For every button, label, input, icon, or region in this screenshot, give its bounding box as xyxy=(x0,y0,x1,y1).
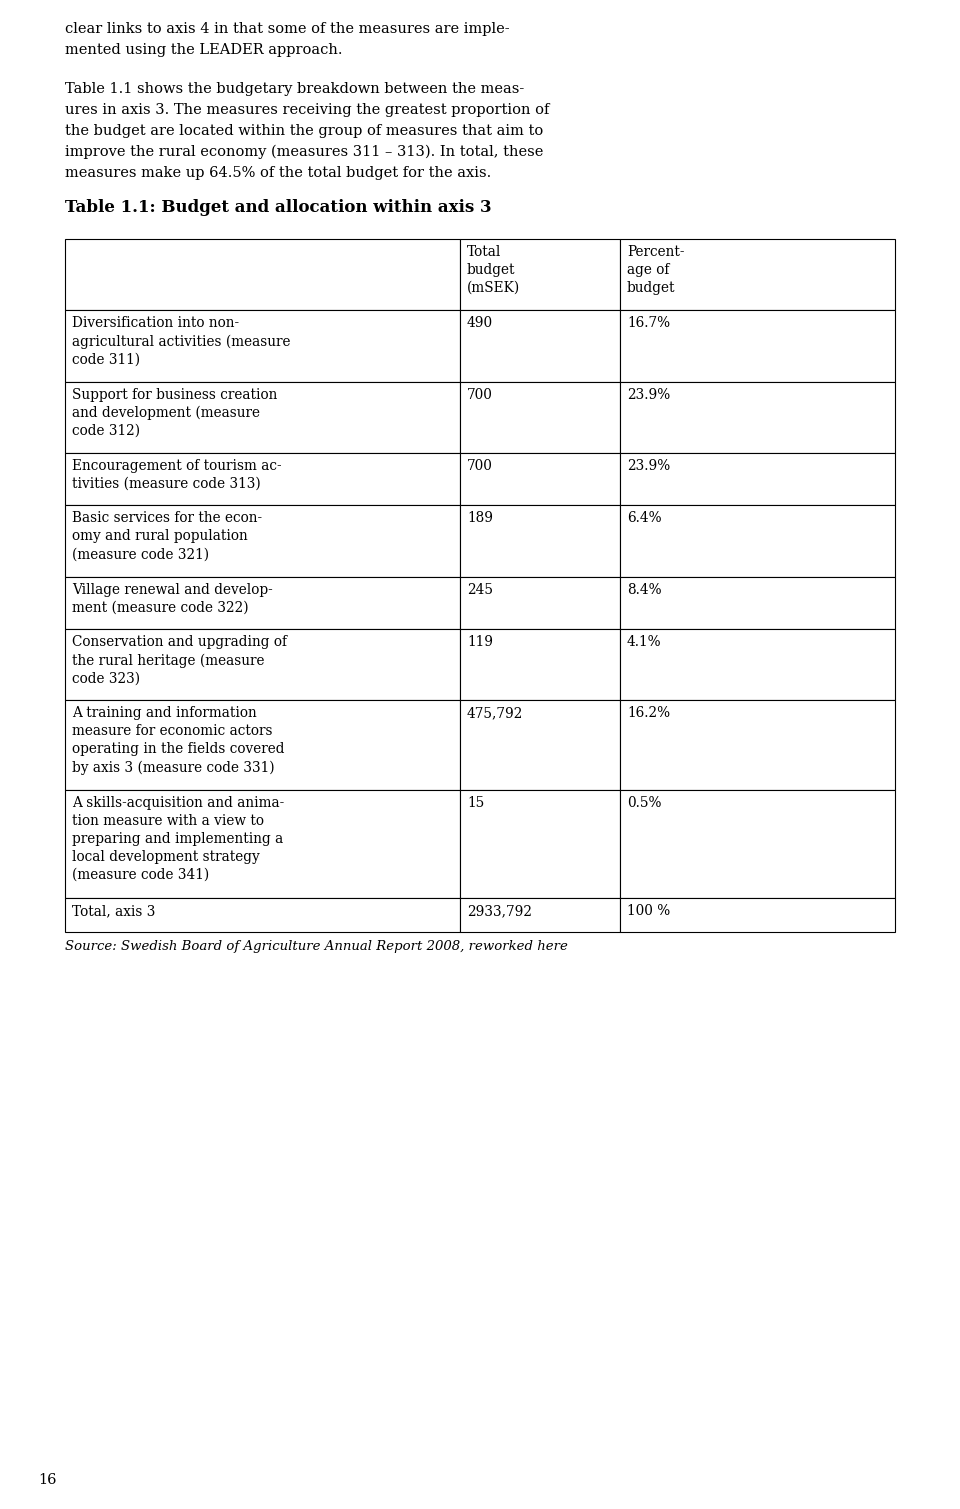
Text: 189: 189 xyxy=(467,512,493,525)
Text: ures in axis 3. The measures receiving the greatest proportion of: ures in axis 3. The measures receiving t… xyxy=(65,103,549,116)
Bar xyxy=(620,700,895,791)
Text: A training and information
measure for economic actors
operating in the fields c: A training and information measure for e… xyxy=(72,706,284,774)
Bar xyxy=(460,240,620,311)
Bar xyxy=(65,506,460,576)
Text: Percent-
age of
budget: Percent- age of budget xyxy=(627,246,684,296)
Text: improve the rural economy (measures 311 – 313). In total, these: improve the rural economy (measures 311 … xyxy=(65,145,543,160)
Bar xyxy=(620,453,895,506)
Text: 2933,792: 2933,792 xyxy=(467,904,532,917)
Text: Table 1.1 shows the budgetary breakdown between the meas-: Table 1.1 shows the budgetary breakdown … xyxy=(65,81,524,97)
Bar xyxy=(65,453,460,506)
Text: 23.9%: 23.9% xyxy=(627,388,670,401)
Text: 23.9%: 23.9% xyxy=(627,459,670,472)
Bar xyxy=(620,898,895,933)
Text: 4.1%: 4.1% xyxy=(627,635,661,649)
Text: measures make up 64.5% of the total budget for the axis.: measures make up 64.5% of the total budg… xyxy=(65,166,492,180)
Text: Diversification into non-
agricultural activities (measure
code 311): Diversification into non- agricultural a… xyxy=(72,317,291,367)
Bar xyxy=(460,506,620,576)
Bar xyxy=(65,629,460,700)
Text: 16.7%: 16.7% xyxy=(627,317,670,330)
Text: Table 1.1: Budget and allocation within axis 3: Table 1.1: Budget and allocation within … xyxy=(65,199,492,216)
Text: Total
budget
(mSEK): Total budget (mSEK) xyxy=(467,246,520,296)
Bar xyxy=(620,240,895,311)
Bar xyxy=(65,791,460,898)
Bar xyxy=(460,700,620,791)
Text: Encouragement of tourism ac-
tivities (measure code 313): Encouragement of tourism ac- tivities (m… xyxy=(72,459,281,490)
Text: Source: Swedish Board of Agriculture Annual Report 2008, reworked here: Source: Swedish Board of Agriculture Ann… xyxy=(65,940,568,954)
Text: 700: 700 xyxy=(467,388,492,401)
Bar xyxy=(620,382,895,453)
Bar xyxy=(65,576,460,629)
Text: 475,792: 475,792 xyxy=(467,706,523,720)
Text: 119: 119 xyxy=(467,635,493,649)
Text: 100 %: 100 % xyxy=(627,904,670,917)
Text: 8.4%: 8.4% xyxy=(627,582,661,596)
Bar xyxy=(460,629,620,700)
Bar xyxy=(620,576,895,629)
Text: Support for business creation
and development (measure
code 312): Support for business creation and develo… xyxy=(72,388,277,438)
Text: 15: 15 xyxy=(467,795,484,810)
Text: Total, axis 3: Total, axis 3 xyxy=(72,904,156,917)
Text: 245: 245 xyxy=(467,582,493,596)
Bar xyxy=(460,791,620,898)
Bar xyxy=(620,629,895,700)
Text: 16: 16 xyxy=(38,1473,57,1486)
Bar xyxy=(65,898,460,933)
Bar xyxy=(620,311,895,382)
Bar xyxy=(460,453,620,506)
Text: 6.4%: 6.4% xyxy=(627,512,661,525)
Text: A skills-acquisition and anima-
tion measure with a view to
preparing and implem: A skills-acquisition and anima- tion mea… xyxy=(72,795,284,881)
Bar xyxy=(620,506,895,576)
Bar xyxy=(65,311,460,382)
Bar xyxy=(460,382,620,453)
Bar xyxy=(65,382,460,453)
Text: Basic services for the econ-
omy and rural population
(measure code 321): Basic services for the econ- omy and rur… xyxy=(72,512,262,561)
Bar xyxy=(460,576,620,629)
Bar xyxy=(620,791,895,898)
Text: Conservation and upgrading of
the rural heritage (measure
code 323): Conservation and upgrading of the rural … xyxy=(72,635,287,685)
Text: 16.2%: 16.2% xyxy=(627,706,670,720)
Bar xyxy=(65,240,460,311)
Bar xyxy=(460,898,620,933)
Text: Village renewal and develop-
ment (measure code 322): Village renewal and develop- ment (measu… xyxy=(72,582,273,614)
Bar xyxy=(460,311,620,382)
Bar xyxy=(65,700,460,791)
Text: 0.5%: 0.5% xyxy=(627,795,661,810)
Text: clear links to axis 4 in that some of the measures are imple-: clear links to axis 4 in that some of th… xyxy=(65,23,510,36)
Text: the budget are located within the group of measures that aim to: the budget are located within the group … xyxy=(65,124,543,137)
Text: mented using the LEADER approach.: mented using the LEADER approach. xyxy=(65,42,343,57)
Text: 700: 700 xyxy=(467,459,492,472)
Text: 490: 490 xyxy=(467,317,493,330)
